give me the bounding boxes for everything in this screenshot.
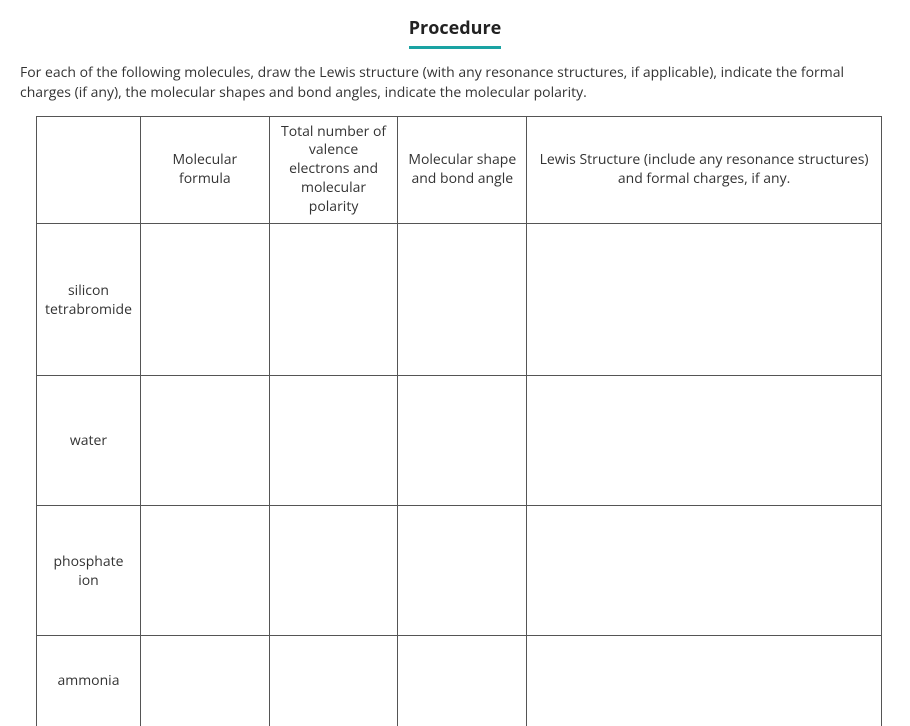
- table-row: phosphate ion: [37, 506, 882, 636]
- instructions-text: For each of the following molecules, dra…: [20, 63, 890, 104]
- cell-lewis: [527, 636, 882, 726]
- page-title: Procedure: [409, 16, 502, 49]
- table-row: ammonia: [37, 636, 882, 726]
- col-header-name: [37, 116, 141, 223]
- cell-name: phosphate ion: [37, 506, 141, 636]
- cell-shape: [398, 376, 527, 506]
- cell-shape: [398, 636, 527, 726]
- col-header-valence: Total number of valence electrons and mo…: [269, 116, 398, 223]
- cell-valence: [269, 636, 398, 726]
- cell-lewis: [527, 224, 882, 376]
- cell-name: ammonia: [37, 636, 141, 726]
- cell-formula: [140, 506, 269, 636]
- col-header-formula: Molecular formula: [140, 116, 269, 223]
- table-header-row: Molecular formula Total number of valenc…: [37, 116, 882, 223]
- cell-valence: [269, 376, 398, 506]
- cell-lewis: [527, 376, 882, 506]
- table-row: silicon tetrabromide: [37, 224, 882, 376]
- table-row: water: [37, 376, 882, 506]
- cell-shape: [398, 224, 527, 376]
- worksheet-table: Molecular formula Total number of valenc…: [36, 116, 882, 726]
- page: Procedure For each of the following mole…: [0, 0, 910, 726]
- cell-name: silicon tetrabromide: [37, 224, 141, 376]
- col-header-lewis: Lewis Structure (include any resonance s…: [527, 116, 882, 223]
- col-header-shape: Molecular shape and bond angle: [398, 116, 527, 223]
- cell-valence: [269, 224, 398, 376]
- cell-valence: [269, 506, 398, 636]
- cell-name: water: [37, 376, 141, 506]
- cell-formula: [140, 224, 269, 376]
- cell-lewis: [527, 506, 882, 636]
- cell-formula: [140, 636, 269, 726]
- title-container: Procedure: [20, 16, 890, 49]
- table-container: Molecular formula Total number of valenc…: [20, 116, 890, 726]
- cell-shape: [398, 506, 527, 636]
- cell-formula: [140, 376, 269, 506]
